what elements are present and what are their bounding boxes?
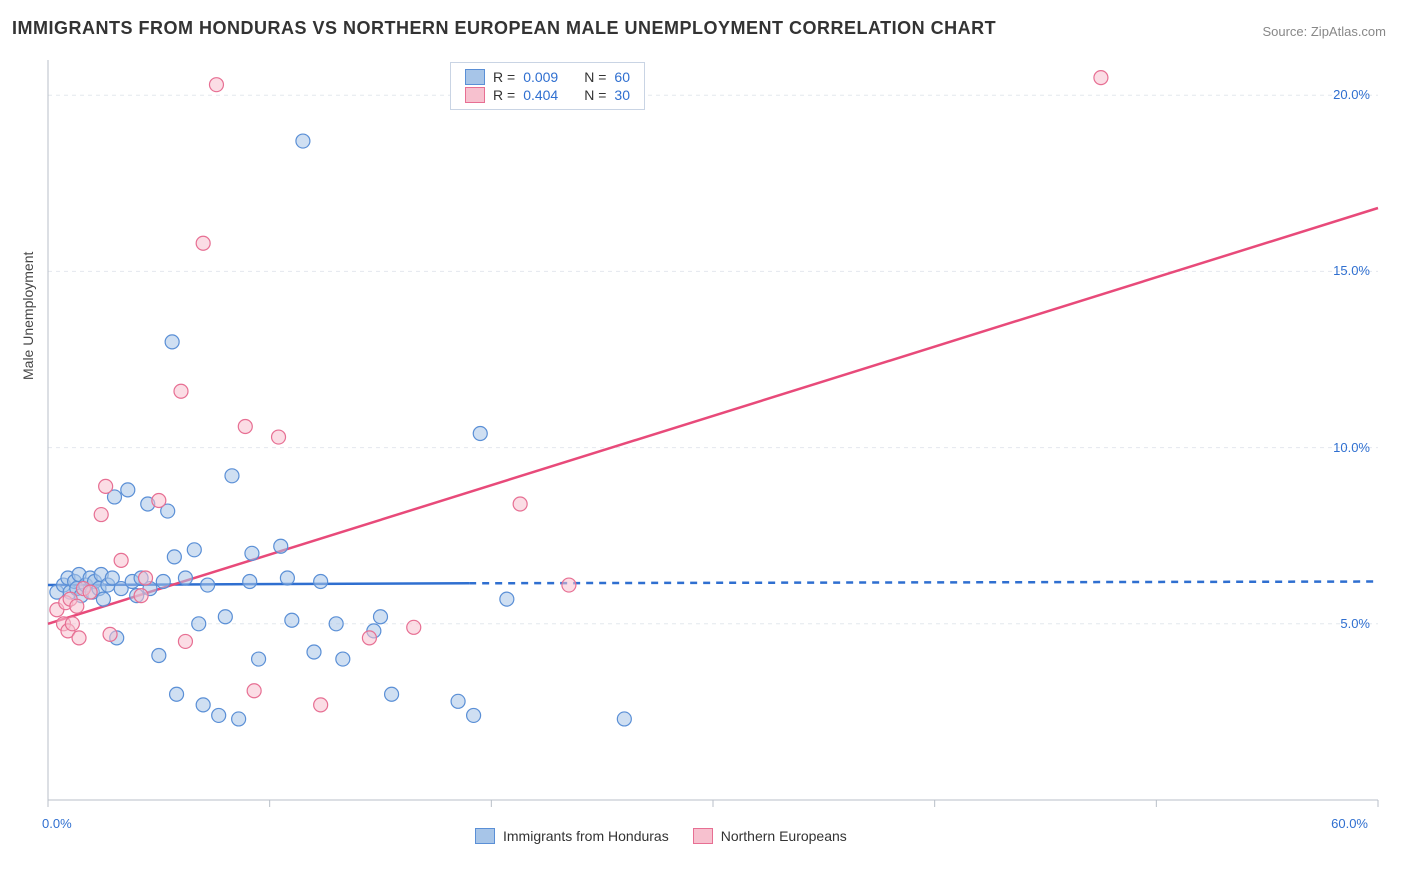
legend-item: Northern Europeans <box>693 828 847 844</box>
n-label: N = <box>584 69 606 85</box>
n-label: N = <box>584 87 606 103</box>
legend-swatch <box>465 87 485 103</box>
legend-correlation: R = 0.009 N = 60 R = 0.404 N = 30 <box>450 62 645 110</box>
axis-tick-label: 0.0% <box>42 816 72 831</box>
axis-tick-label: 60.0% <box>1331 816 1368 831</box>
axis-tick-label: 20.0% <box>1333 87 1370 102</box>
legend-item: Immigrants from Honduras <box>475 828 669 844</box>
axis-tick-label: 5.0% <box>1340 616 1370 631</box>
legend-label: Immigrants from Honduras <box>503 828 669 844</box>
r-value: 0.404 <box>523 87 558 103</box>
legend-row: R = 0.404 N = 30 <box>465 87 630 103</box>
n-value: 60 <box>614 69 630 85</box>
axis-tick-label: 15.0% <box>1333 263 1370 278</box>
legend-label: Northern Europeans <box>721 828 847 844</box>
chart-plot <box>0 0 1406 892</box>
r-value: 0.009 <box>523 69 558 85</box>
legend-swatch <box>475 828 495 844</box>
legend-series: Immigrants from Honduras Northern Europea… <box>475 828 847 844</box>
r-label: R = <box>493 69 515 85</box>
legend-swatch <box>693 828 713 844</box>
legend-row: R = 0.009 N = 60 <box>465 69 630 85</box>
axis-tick-label: 10.0% <box>1333 440 1370 455</box>
legend-swatch <box>465 69 485 85</box>
r-label: R = <box>493 87 515 103</box>
n-value: 30 <box>614 87 630 103</box>
